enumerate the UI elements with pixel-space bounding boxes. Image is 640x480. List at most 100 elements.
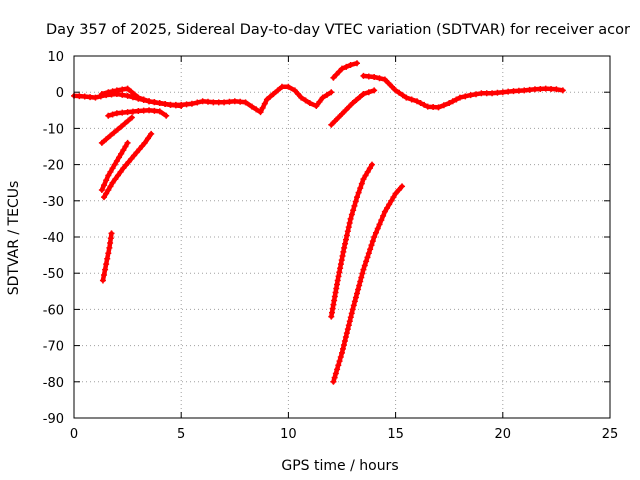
- y-tick-label: -60: [43, 303, 64, 318]
- data-point: [339, 110, 345, 117]
- data-point: [553, 86, 560, 93]
- data-point: [348, 211, 355, 218]
- data-point: [125, 117, 132, 124]
- data-point: [330, 378, 337, 385]
- data-point: [328, 121, 335, 128]
- y-tick-label: -20: [43, 159, 64, 174]
- data-point: [107, 183, 114, 190]
- data-point: [354, 290, 361, 297]
- data-point: [345, 224, 352, 231]
- data-point: [342, 107, 349, 114]
- y-tick-label: 10: [47, 50, 64, 65]
- data-point: [205, 98, 211, 105]
- data-point: [339, 345, 346, 352]
- data-point: [163, 112, 170, 119]
- data-point: [331, 118, 338, 125]
- data-point: [103, 190, 110, 197]
- data-point: [316, 98, 323, 105]
- data-point: [342, 334, 349, 341]
- x-tick-label: 0: [70, 427, 78, 442]
- y-tick-label: -90: [43, 412, 64, 427]
- data-point: [124, 109, 131, 116]
- data-point: [253, 106, 260, 113]
- x-tick-label: 10: [280, 427, 297, 442]
- data-point: [342, 240, 349, 247]
- data-point: [76, 93, 83, 100]
- data-point: [129, 108, 136, 115]
- data-point: [399, 183, 406, 190]
- x-axis-label: GPS time / hours: [281, 458, 398, 474]
- data-point: [107, 132, 114, 139]
- data-point: [526, 86, 533, 93]
- x-tick-label: 15: [387, 427, 404, 442]
- data-point: [346, 318, 353, 325]
- data-point: [376, 75, 383, 82]
- data-point: [98, 91, 105, 98]
- data-point: [144, 135, 151, 142]
- data-point: [114, 172, 121, 179]
- data-point: [109, 179, 116, 186]
- data-point: [483, 90, 490, 97]
- data-point: [274, 87, 281, 94]
- data-point: [108, 230, 115, 237]
- data-point: [103, 261, 110, 268]
- data-point: [105, 186, 112, 193]
- data-point: [339, 65, 345, 72]
- data-point: [146, 98, 153, 105]
- data-point: [210, 99, 217, 106]
- data-point: [334, 366, 341, 373]
- data-point: [114, 126, 121, 133]
- data-point: [105, 112, 112, 119]
- data-point: [328, 89, 335, 96]
- data-point: [242, 99, 249, 106]
- data-point: [339, 349, 345, 356]
- data-point: [109, 111, 116, 118]
- series-rising-3: [101, 130, 155, 201]
- data-point: [298, 94, 305, 101]
- series-noon-rise-b: [328, 87, 378, 128]
- data-point: [358, 274, 365, 281]
- data-point: [371, 234, 378, 240]
- axis-ticks: 0 5 10 15 20 25 10 0 -10 -20 -30 -40 -50 -60 -70 -80 -90: [43, 50, 619, 442]
- data-point: [167, 101, 174, 108]
- data-point: [456, 94, 463, 101]
- data-point: [430, 104, 437, 111]
- data-point: [135, 94, 142, 101]
- data-point: [364, 168, 371, 175]
- data-point: [390, 194, 397, 201]
- data-point: [421, 101, 428, 108]
- data-point: [559, 87, 566, 94]
- data-point: [386, 201, 393, 208]
- data-point: [358, 180, 365, 187]
- data-point: [489, 90, 496, 97]
- data-point: [313, 102, 320, 109]
- data-point: [117, 168, 124, 175]
- data-point: [105, 172, 112, 179]
- data-point: [336, 68, 343, 75]
- data-point: [343, 330, 350, 337]
- data-point: [369, 238, 376, 245]
- series-afternoon-track: [360, 72, 566, 111]
- data-point: [105, 250, 112, 257]
- data-point: [346, 220, 353, 227]
- data-point: [360, 72, 367, 79]
- data-point: [374, 225, 381, 232]
- data-point: [151, 107, 158, 114]
- data-point: [306, 100, 313, 107]
- data-point: [151, 99, 158, 106]
- series-rising-1: [98, 114, 135, 146]
- data-point: [291, 87, 298, 94]
- data-point: [122, 162, 129, 169]
- data-point: [446, 100, 453, 107]
- data-point: [104, 255, 111, 262]
- data-point: [369, 161, 376, 168]
- data-point: [116, 154, 123, 161]
- data-point: [140, 96, 147, 103]
- data-point: [323, 91, 330, 98]
- data-point: [215, 99, 222, 106]
- data-point: [521, 87, 528, 94]
- data-point: [348, 310, 355, 317]
- data-point: [330, 74, 337, 81]
- data-point: [350, 207, 357, 214]
- data-point: [111, 161, 118, 168]
